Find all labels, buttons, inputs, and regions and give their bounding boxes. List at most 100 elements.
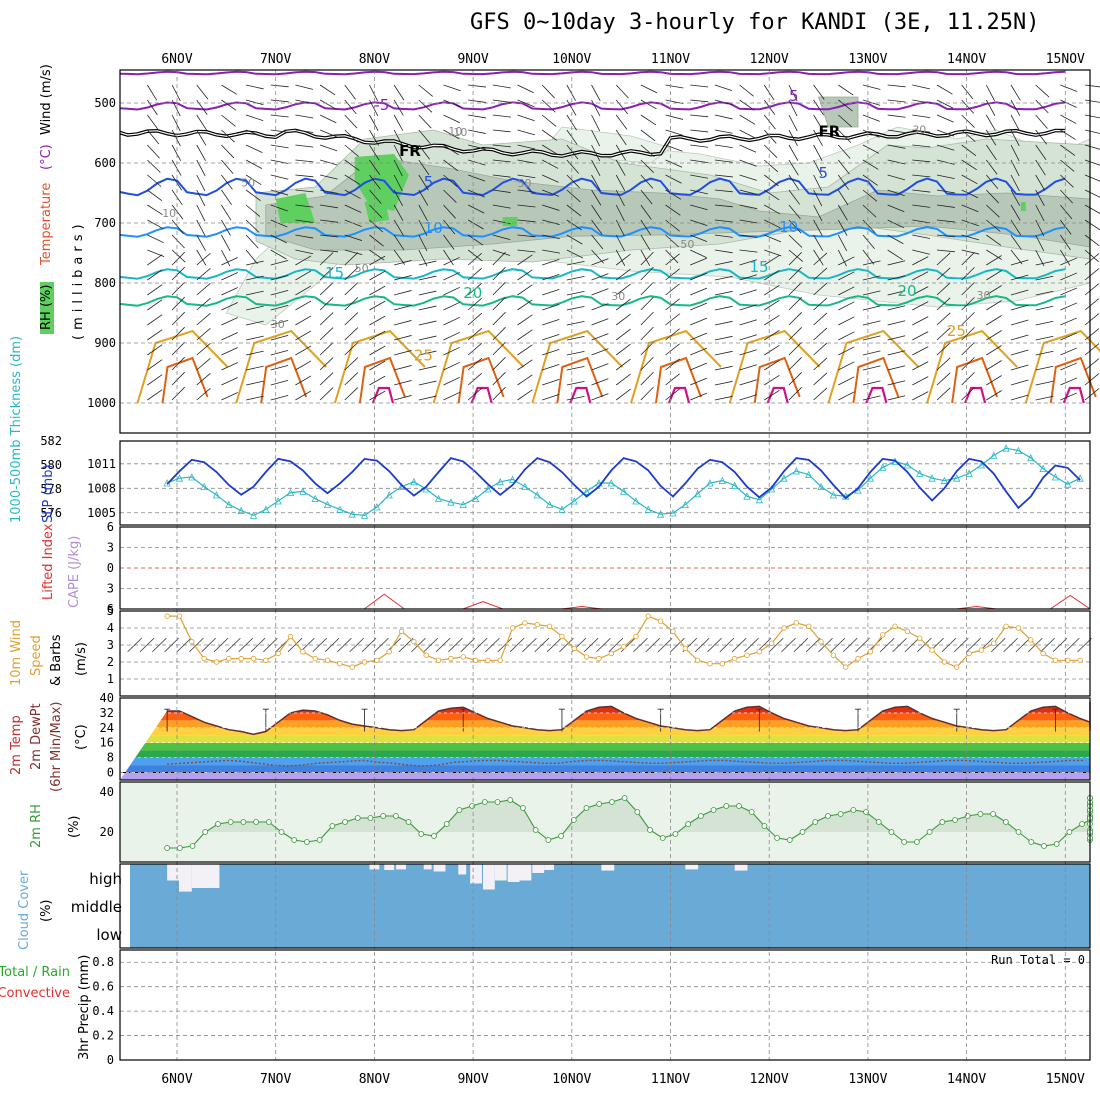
wind-barb-559	[467, 282, 483, 296]
wind-barb-466	[1060, 249, 1071, 266]
temp-band-32	[120, 705, 1090, 713]
thickness-point-34	[582, 487, 591, 495]
wind-barb-713	[418, 350, 437, 356]
wind-barb-197	[196, 159, 206, 177]
wind-barb-730	[838, 346, 855, 356]
wind-barb-688	[764, 329, 780, 341]
thickness-point-68	[1002, 444, 1010, 452]
isotherm-25-loop-2	[333, 329, 426, 404]
wind-barb-135	[591, 129, 601, 147]
wind-barb-224	[862, 159, 879, 170]
wind-barb-772	[912, 361, 929, 371]
wind-barb-53	[492, 99, 511, 103]
wind-barb-765	[739, 364, 757, 371]
wind-barb-445	[542, 249, 560, 254]
thickness-point-31	[545, 500, 554, 508]
panel-frame-upper	[119, 69, 1091, 434]
wind-barb-315	[221, 204, 232, 221]
contour-label-15: 10	[448, 125, 462, 138]
wind-barb-101	[714, 114, 733, 120]
wind-barb-799	[615, 373, 631, 386]
wind-barb-738	[1035, 350, 1054, 356]
wind-barb-643	[615, 313, 631, 326]
wind-barb-678	[517, 329, 533, 341]
wind-ylabel-4: (m/s)	[74, 642, 89, 676]
precip-tick-1: 0.2	[92, 1029, 114, 1043]
wind-barb-34	[985, 84, 996, 102]
wind-barb-191	[1010, 144, 1020, 162]
wind-barb-327	[517, 204, 536, 208]
wind-barb-409	[615, 234, 625, 252]
wind-barb-431	[196, 249, 207, 266]
wind-barb-39	[147, 99, 158, 116]
wind-barb-234	[147, 174, 162, 187]
wind-speed-point-44	[707, 661, 713, 667]
wind-barb-648	[739, 319, 757, 326]
wind-barb-178	[690, 144, 709, 148]
wind-tick-5: 5	[107, 604, 114, 618]
wind-barb-443	[492, 249, 511, 256]
wind-barb-764	[714, 365, 733, 371]
wind-barb-301	[837, 189, 849, 206]
thickness-point-16	[360, 511, 369, 519]
wind-barb-701	[1084, 328, 1100, 341]
wind-barb-555	[369, 285, 386, 296]
wind-barb-355	[245, 219, 260, 233]
temp-band-20	[120, 727, 1090, 736]
date-top-10NOV: 10NOV	[552, 52, 591, 67]
wind-barb-198	[221, 159, 234, 174]
wind-barb-15	[517, 84, 534, 94]
wind-barb-183	[813, 144, 823, 162]
wind-barb-492	[739, 259, 757, 266]
wind-barb-442	[467, 249, 483, 262]
wind-barb-196	[171, 159, 182, 176]
wind-barb-261	[813, 174, 823, 192]
thickness-tick-582: 582	[40, 434, 62, 448]
thickness-point-24	[459, 500, 467, 508]
wind-barb-341	[862, 204, 877, 218]
wind-barb-796	[542, 379, 560, 386]
wind-barb-81	[221, 114, 236, 127]
wind-barb-453	[739, 249, 758, 253]
rh2m-point-32	[570, 817, 577, 823]
wind-barb-546	[147, 284, 163, 296]
wind-barb-549	[221, 287, 238, 296]
wind-barb-773	[936, 357, 951, 371]
wind-barb-583	[1060, 287, 1078, 296]
rh2m-point-31	[558, 833, 564, 839]
thickness-point-53	[817, 482, 825, 490]
wind-barb-3	[221, 84, 238, 95]
surface-barb-50	[744, 637, 759, 653]
thickness-point-28	[508, 475, 517, 483]
wind-barb-157	[171, 144, 182, 161]
wind-barb-405	[517, 234, 536, 238]
wind-barb-560	[492, 281, 506, 296]
wind-barb-468	[147, 254, 163, 266]
wind-barb-62	[714, 99, 733, 106]
wind-barb-704	[196, 342, 211, 356]
temp-band-8	[120, 750, 1090, 758]
wind-speed-point-67	[991, 640, 997, 646]
dewpt-line	[167, 759, 1086, 767]
wind-barb-828	[369, 390, 386, 401]
wind-barb-153	[1035, 129, 1048, 145]
wind-barb-208	[468, 159, 486, 166]
surface-barb-59	[855, 637, 870, 653]
precip-tick-3: 0.6	[92, 980, 114, 994]
wind-barb-317	[270, 204, 288, 212]
wind-barb-399	[369, 234, 384, 247]
thickness-point-41	[669, 509, 677, 517]
wind-barb-217	[690, 159, 709, 164]
wind-barb-836	[566, 396, 585, 401]
wind-barb-658	[986, 315, 1002, 326]
wind-barb-722	[640, 341, 654, 356]
wind-barb-438	[369, 249, 385, 261]
date-bottom-10NOV: 10NOV	[552, 1072, 591, 1087]
wind-barb-651	[813, 312, 828, 326]
thickness-point-15	[348, 510, 356, 518]
wind-speed-point-17	[374, 657, 380, 663]
wind-tick-1: 1	[107, 672, 114, 686]
wind-speed-point-12	[312, 655, 318, 662]
date-top-9NOV: 9NOV	[457, 52, 488, 67]
cloud-clear-block-8	[458, 864, 467, 875]
